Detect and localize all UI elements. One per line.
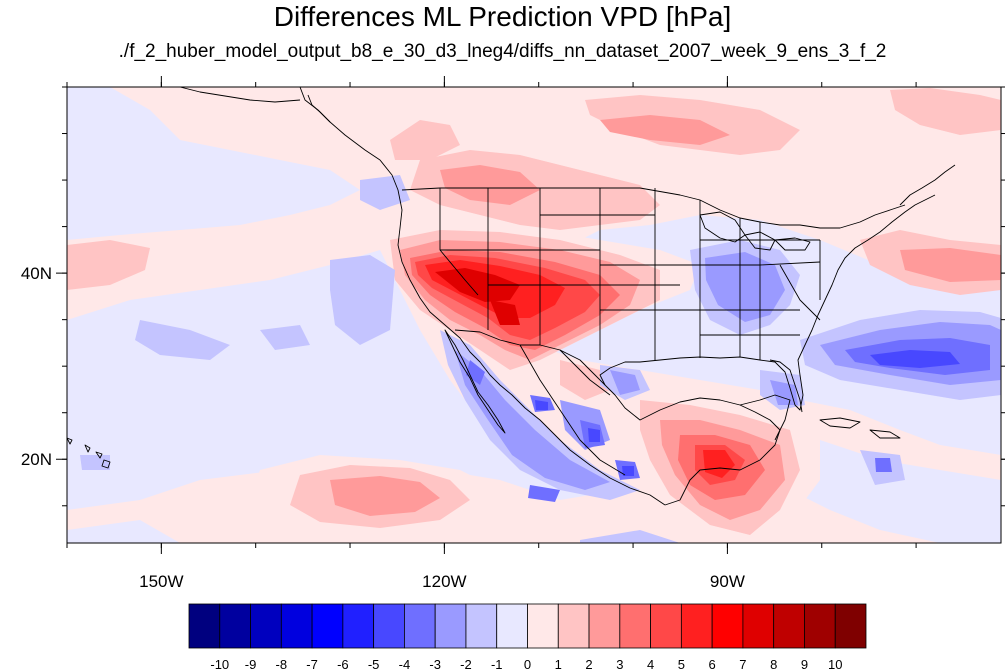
colorbar-label: -5 [368, 657, 380, 672]
colorbar-box [342, 603, 375, 649]
colorbar-label: 1 [555, 657, 562, 672]
colorbar [188, 603, 867, 649]
colorbar-box [527, 603, 559, 649]
colorbar-box [619, 603, 651, 649]
colorbar-box [434, 603, 467, 649]
colorbar-box [280, 603, 313, 649]
colorbar-label: 2 [585, 657, 592, 672]
field-contour-neg4 [535, 350, 960, 476]
colorbar-label: 0 [524, 657, 531, 672]
colorbar-box [742, 603, 775, 649]
colorbar-label: 6 [709, 657, 716, 672]
coastlines [67, 87, 956, 506]
colorbar-label: 9 [801, 657, 808, 672]
latitude-tick-labels: 40N 20N [21, 264, 52, 469]
lon-tick-label: 120W [422, 572, 466, 591]
colorbar-label: 8 [770, 657, 777, 672]
colorbar-box [711, 603, 744, 649]
colorbar-label: 3 [616, 657, 623, 672]
colorbar-box [250, 603, 282, 649]
field-contour-6 [435, 268, 520, 325]
colorbar-box [496, 603, 528, 649]
colorbar-box [650, 603, 682, 649]
colorbar-box [557, 603, 590, 649]
colorbar-label: -3 [429, 657, 441, 672]
lon-tick-label: 90W [710, 572, 745, 591]
colorbar-label: -2 [460, 657, 472, 672]
colorbar-box [188, 603, 221, 649]
colorbar-box [804, 603, 836, 649]
colorbar-label: -6 [337, 657, 349, 672]
longitude-tick-labels: 150W 120W 90W [139, 572, 745, 591]
colorbar-box [219, 603, 251, 649]
colorbar-label: 4 [647, 657, 654, 672]
colorbar-box [373, 603, 405, 649]
colorbar-label: 10 [828, 657, 842, 672]
colorbar-label: 7 [739, 657, 746, 672]
colorbar-box [773, 603, 805, 649]
lon-tick-label: 150W [139, 572, 183, 591]
colorbar-label: -9 [245, 657, 257, 672]
lat-tick-label: 40N [21, 264, 52, 283]
colorbar-label: -1 [491, 657, 503, 672]
colorbar-box [404, 603, 436, 649]
colorbar-box [588, 603, 621, 649]
map-subtitle: ./f_2_huber_model_output_b8_e_30_d3_lneg… [118, 41, 887, 62]
colorbar-label: 5 [678, 657, 685, 672]
colorbar-box [834, 603, 867, 649]
map-title: Differences ML Prediction VPD [hPa] [273, 1, 732, 32]
colorbar-label: -7 [306, 657, 318, 672]
colorbar-label: -4 [399, 657, 411, 672]
plot-area [67, 87, 1001, 543]
colorbar-box [680, 603, 713, 649]
plot-frame [66, 86, 1002, 544]
colorbar-box [465, 603, 498, 649]
colorbar-label: -10 [210, 657, 229, 672]
lat-tick-label: 20N [21, 450, 52, 469]
colorbar-label: -8 [276, 657, 288, 672]
colorbar-labels: -10 -9 -8 -7 -6 -5 -4 -3 -2 -1 0 1 2 3 4 5 6 7 8 9 10 [210, 657, 842, 672]
major-ticks [56, 76, 1005, 554]
colorbar-box [311, 603, 344, 649]
